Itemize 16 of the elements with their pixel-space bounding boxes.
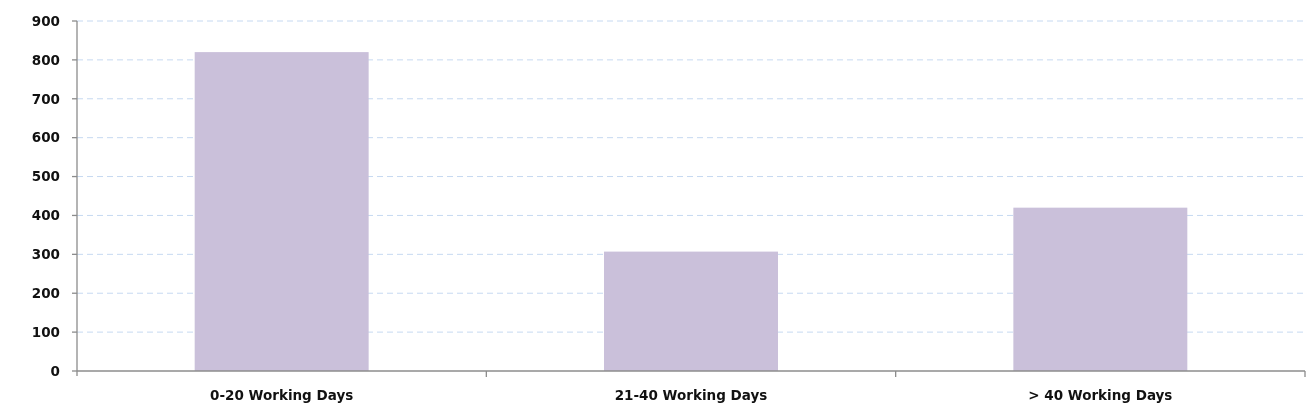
y-tick-label: 600 (31, 129, 60, 146)
x-tick-label: 21-40 Working Days (614, 387, 768, 403)
y-tick-label: 400 (31, 207, 60, 224)
bar (604, 251, 778, 371)
x-tick-label: 0-20 Working Days (210, 387, 354, 403)
x-tick-label: > 40 Working Days (1028, 387, 1173, 403)
y-tick-label: 300 (31, 246, 60, 263)
y-tick-label: 200 (31, 284, 60, 301)
y-tick-label: 500 (31, 168, 60, 185)
bar (1013, 207, 1188, 371)
y-tick-label: 0 (50, 362, 60, 379)
bar (194, 52, 369, 371)
y-tick-label: 900 (31, 12, 60, 29)
y-tick-label: 800 (31, 51, 60, 68)
y-tick-label: 100 (31, 323, 60, 340)
y-tick-label: 700 (31, 90, 60, 107)
